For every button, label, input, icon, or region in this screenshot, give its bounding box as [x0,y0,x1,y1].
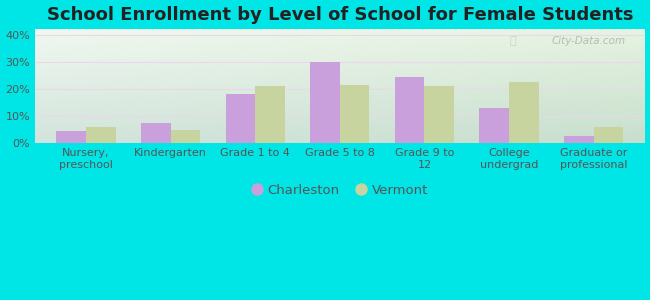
Title: School Enrollment by Level of School for Female Students: School Enrollment by Level of School for… [47,6,633,24]
Text: City-Data.com: City-Data.com [552,36,626,46]
Bar [310,62,340,143]
Bar [226,94,255,143]
Bar [170,130,200,143]
Bar [480,108,509,143]
Bar [424,86,454,143]
Bar [255,86,285,143]
Text: ⓘ: ⓘ [510,36,517,46]
Bar [395,77,424,143]
Bar [86,127,116,143]
Legend: Charleston, Vermont: Charleston, Vermont [246,178,433,203]
Bar [564,136,593,143]
Bar [509,82,539,143]
Bar [57,131,86,143]
Bar [141,123,170,143]
Bar [340,85,369,143]
Bar [593,127,623,143]
